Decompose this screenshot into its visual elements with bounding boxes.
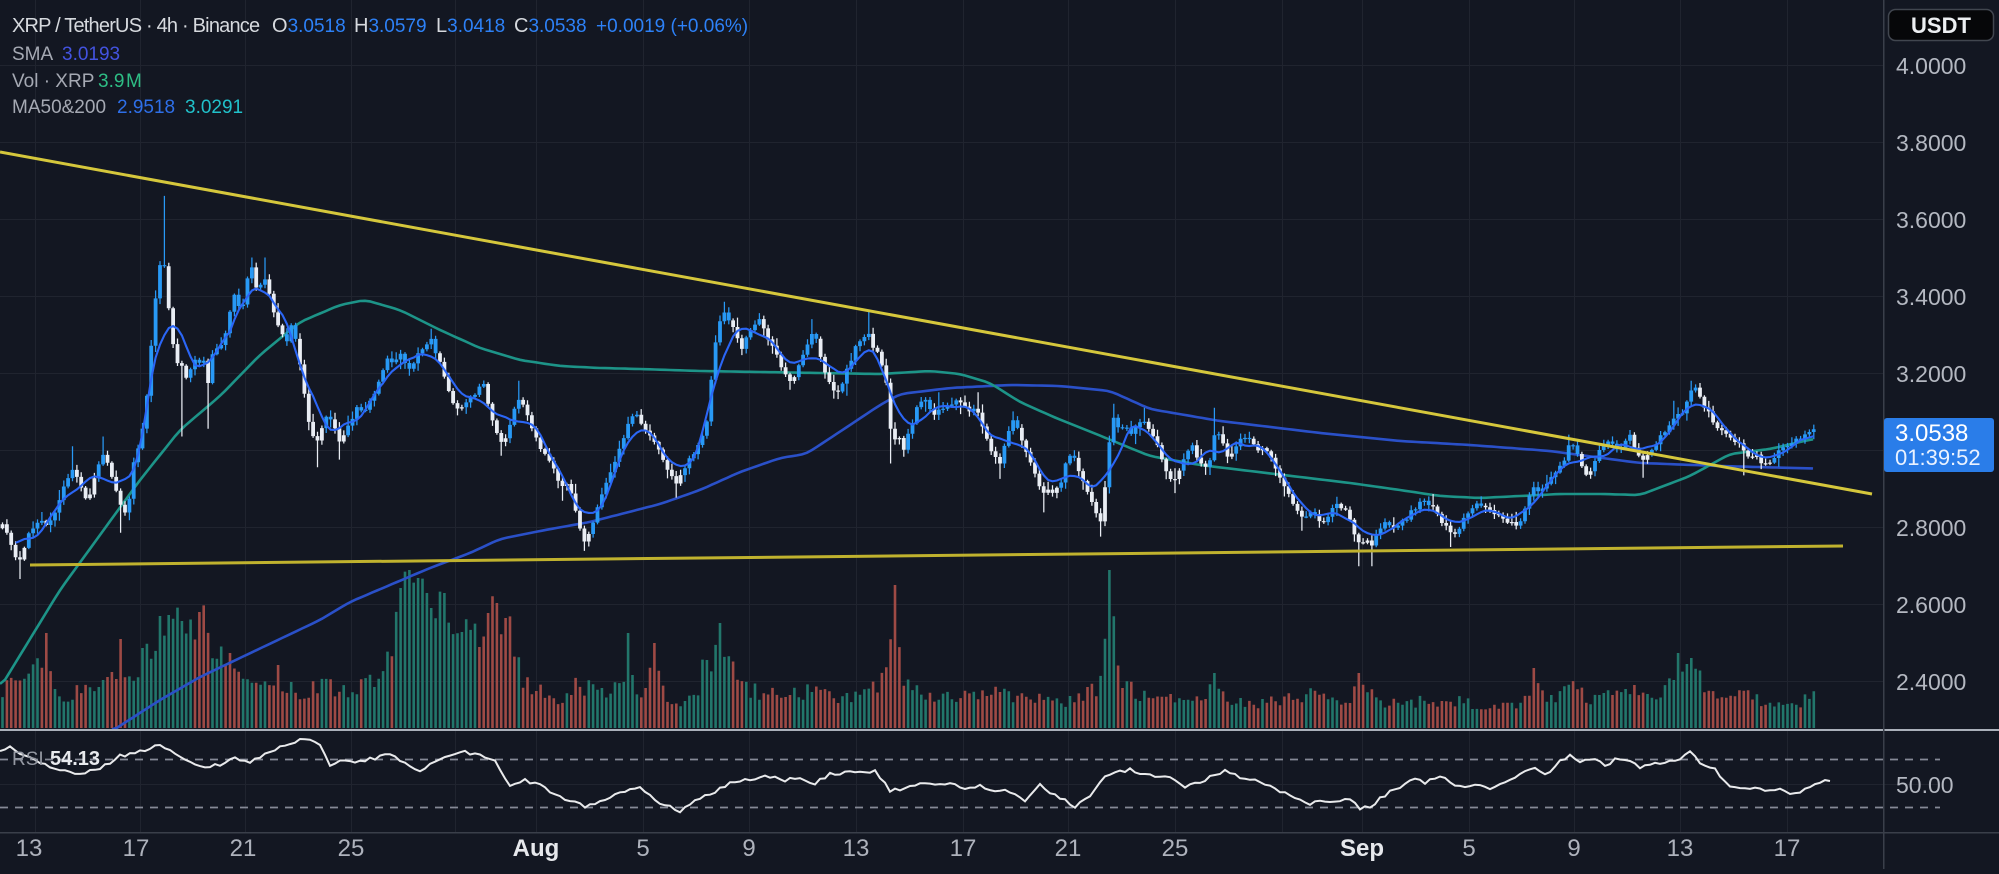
svg-text:17: 17 bbox=[123, 835, 150, 862]
svg-text:25: 25 bbox=[1162, 835, 1189, 862]
svg-text:25: 25 bbox=[338, 835, 365, 862]
svg-text:17: 17 bbox=[1774, 835, 1801, 862]
svg-text:Sep: Sep bbox=[1340, 835, 1384, 862]
svg-text:13: 13 bbox=[843, 835, 870, 862]
svg-text:13: 13 bbox=[16, 835, 43, 862]
svg-text:3.0538: 3.0538 bbox=[1895, 420, 1968, 447]
svg-text:01:39:52: 01:39:52 bbox=[1895, 445, 1981, 470]
svg-text:3.6000: 3.6000 bbox=[1896, 207, 1966, 233]
svg-text:2.8000: 2.8000 bbox=[1896, 515, 1966, 541]
svg-text:21: 21 bbox=[230, 835, 257, 862]
svg-text:3.4000: 3.4000 bbox=[1896, 284, 1966, 310]
svg-text:4.0000: 4.0000 bbox=[1896, 53, 1966, 79]
svg-text:5: 5 bbox=[636, 835, 649, 862]
svg-text:17: 17 bbox=[950, 835, 977, 862]
svg-text:3.2000: 3.2000 bbox=[1896, 361, 1966, 387]
svg-text:9: 9 bbox=[742, 835, 755, 862]
svg-text:3.8000: 3.8000 bbox=[1896, 130, 1966, 156]
svg-text:50.00: 50.00 bbox=[1896, 772, 1954, 798]
svg-text:13: 13 bbox=[1667, 835, 1694, 862]
svg-text:2.4000: 2.4000 bbox=[1896, 669, 1966, 695]
svg-text:USDT: USDT bbox=[1911, 13, 1971, 38]
svg-text:5: 5 bbox=[1462, 835, 1475, 862]
svg-text:Aug: Aug bbox=[513, 835, 560, 862]
svg-text:2.6000: 2.6000 bbox=[1896, 592, 1966, 618]
svg-text:21: 21 bbox=[1055, 835, 1082, 862]
svg-text:9: 9 bbox=[1567, 835, 1580, 862]
